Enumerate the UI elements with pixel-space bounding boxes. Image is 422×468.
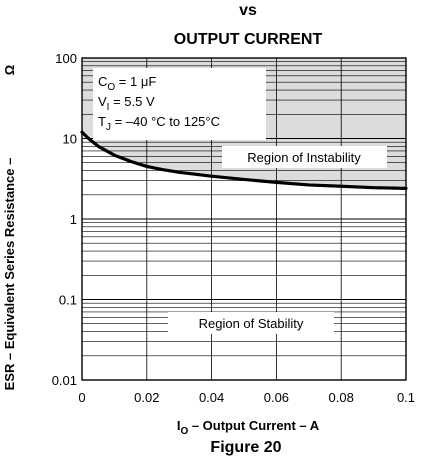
instability-label-box <box>222 146 387 168</box>
stability-label-box <box>168 312 334 334</box>
figure-label: Figure 20 <box>210 439 281 456</box>
x-tick-label: 0.04 <box>199 390 224 405</box>
y-tick-label: 0.01 <box>52 373 77 388</box>
x-tick-label: 0 <box>78 390 85 405</box>
x-tick-label: 0.02 <box>134 390 159 405</box>
condition-line: VI = 5.5 V <box>98 94 155 113</box>
x-tick-label: 0.08 <box>329 390 354 405</box>
x-axis-label: IO – Output Current – A <box>177 418 320 437</box>
chart-title-line-1: vs <box>239 2 257 19</box>
x-tick-label: 0.06 <box>264 390 289 405</box>
instability-region-label: Region of Instability <box>247 150 361 165</box>
x-tick-label: 0.1 <box>397 390 415 405</box>
y-axis-unit: Ω <box>2 65 17 75</box>
y-axis-label: ESR – Equivalent Series Resistance – <box>2 158 17 391</box>
chart-title-line-2: OUTPUT CURRENT <box>174 31 323 48</box>
y-tick-label: 1 <box>70 212 77 227</box>
condition-line: TJ = –40 °C to 125°C <box>98 114 220 133</box>
y-tick-label: 0.1 <box>59 293 77 308</box>
series-layer <box>80 130 408 190</box>
stability-region-label: Region of Stability <box>199 316 304 331</box>
condition-line: CO = 1 μF <box>98 74 156 93</box>
plot-frame <box>81 57 407 381</box>
y-tick-label: 10 <box>63 132 77 147</box>
esr-curve <box>80 130 408 190</box>
conditions-box <box>93 68 266 140</box>
y-tick-label: 100 <box>55 51 77 66</box>
tick-labels: 0 0.02 0.04 0.06 0.08 0.1 0.01 0.1 1 10 100 <box>52 51 415 405</box>
